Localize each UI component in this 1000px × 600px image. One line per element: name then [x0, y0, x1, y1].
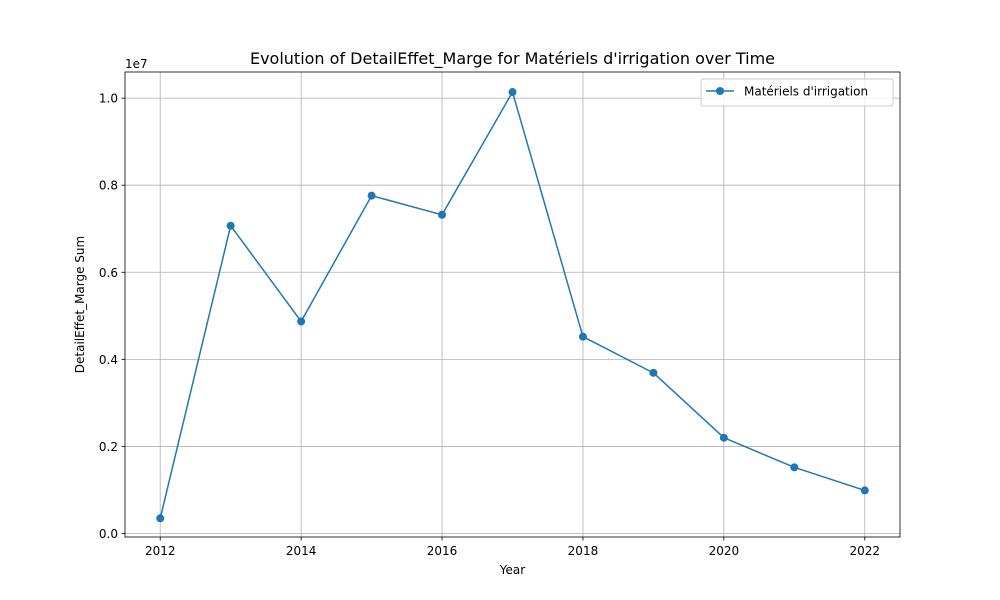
y-tick-label: 0.2 — [99, 440, 118, 454]
x-tick-label: 2018 — [568, 544, 599, 558]
legend-marker — [716, 87, 724, 95]
data-point — [367, 191, 376, 200]
data-point — [649, 368, 658, 377]
y-tick-label: 0.8 — [99, 179, 118, 193]
data-point — [156, 514, 165, 523]
x-tick-label: 2020 — [709, 544, 740, 558]
data-point — [508, 88, 517, 97]
x-tick-label: 2014 — [286, 544, 317, 558]
legend: Matériels d'irrigation — [700, 78, 894, 107]
legend-label: Matériels d'irrigation — [744, 85, 868, 99]
y-tick-label: 0.4 — [99, 353, 118, 367]
data-point — [860, 486, 869, 495]
plot-frame — [124, 71, 901, 538]
x-axis-label: Year — [499, 563, 525, 577]
axis-ticks: 2012 2014 2016 2018 2020 2022 0.0 0.2 0.4 0.6 0.8 1… — [99, 92, 880, 558]
plot-area — [125, 72, 900, 537]
data-point — [790, 463, 799, 472]
data-point — [719, 433, 728, 442]
data-point — [226, 221, 235, 230]
y-tick-label: 0.0 — [99, 527, 118, 541]
series-layer — [156, 88, 869, 523]
y-axis-label: DetailEffet_Marge Sum — [73, 236, 87, 373]
data-point — [438, 210, 447, 219]
legend-box — [700, 78, 894, 107]
y-tick-label: 0.6 — [99, 266, 118, 280]
x-tick-label: 2022 — [849, 544, 880, 558]
data-point — [297, 317, 306, 326]
chart-title: Evolution of DetailEffet_Marge for Matér… — [250, 49, 775, 69]
y-tick-label: 1.0 — [99, 92, 118, 106]
grid-lines — [125, 72, 900, 537]
data-point — [578, 332, 587, 341]
x-tick-label: 2016 — [427, 544, 458, 558]
y-axis-exponent: 1e7 — [125, 57, 148, 71]
x-tick-label: 2012 — [145, 544, 176, 558]
